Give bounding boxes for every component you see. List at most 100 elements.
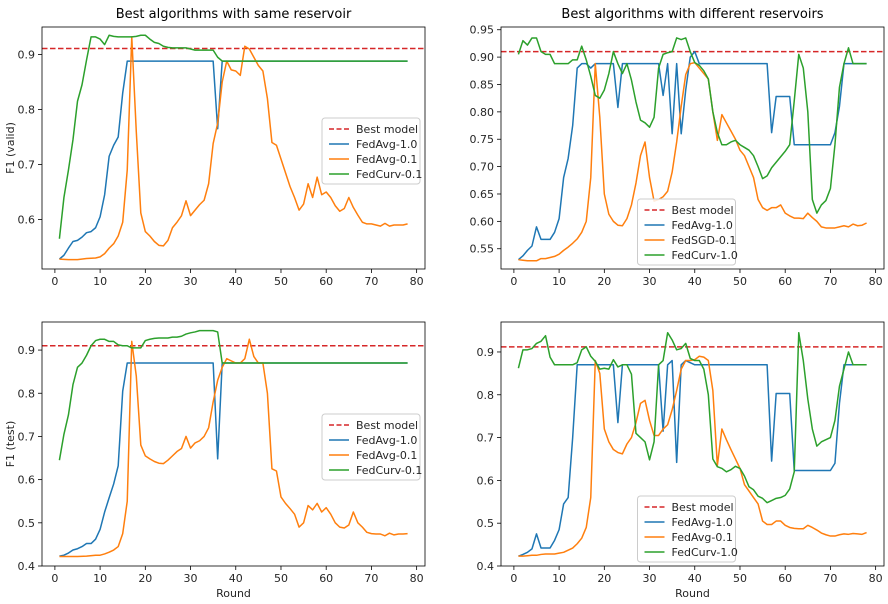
y-tick-label: 0.8 xyxy=(18,104,36,117)
x-tick-label: 20 xyxy=(597,275,611,288)
x-tick-label: 50 xyxy=(733,275,747,288)
y-axis-label: F1 (test) xyxy=(4,421,17,468)
subplot-title: Best algorithms with different reservoir… xyxy=(561,7,823,22)
series-line-fedavg-1-0 xyxy=(518,359,867,557)
x-tick-label: 60 xyxy=(319,572,333,585)
legend: Best model FedAvg-1.0 FedSGD-0.1 FedCurv-1.… xyxy=(637,198,738,266)
x-tick-label: 50 xyxy=(274,275,288,288)
y-tick-label: 0.95 xyxy=(470,24,495,37)
x-tick-label: 0 xyxy=(510,275,517,288)
x-tick-label: 70 xyxy=(364,275,378,288)
x-tick-label: 10 xyxy=(552,275,566,288)
y-tick-label: 0.7 xyxy=(18,430,36,443)
subplot-1: 0 10 20 30 40 50 60 70 80 0.6 0.7 0.8 0.9 Best algori… xyxy=(4,7,426,288)
legend: Best model FedAvg-1.0 FedAvg-0.1 FedCurv-0.… xyxy=(321,413,422,481)
legend-label: FedAvg-0.1 xyxy=(356,153,417,166)
legend-label: FedSGD-0.1 xyxy=(672,234,737,247)
x-tick-label: 0 xyxy=(510,572,517,585)
y-tick-label: 0.5 xyxy=(477,517,495,530)
x-tick-label: 70 xyxy=(823,275,837,288)
x-tick-label: 20 xyxy=(138,572,152,585)
y-axis-label: F1 (valid) xyxy=(4,122,17,174)
x-tick-label: 80 xyxy=(410,572,424,585)
series-line-fedcurv-0-1 xyxy=(58,329,408,461)
series-line-fedsgd-0-1 xyxy=(518,61,867,262)
y-tick-label: 0.70 xyxy=(470,161,495,174)
y-tick-label: 0.8 xyxy=(477,389,495,402)
series-line-fedcurv-1-0 xyxy=(517,37,867,214)
x-tick-label: 70 xyxy=(823,572,837,585)
legend-label: FedAvg-1.0 xyxy=(672,219,733,232)
x-tick-label: 40 xyxy=(688,572,702,585)
y-tick-label: 0.7 xyxy=(18,159,36,172)
legend: Best model FedAvg-1.0 FedAvg-0.1 FedCurv-1.… xyxy=(637,495,738,563)
y-tick-label: 0.5 xyxy=(18,517,36,530)
x-tick-label: 60 xyxy=(778,275,792,288)
legend-label: FedAvg-0.1 xyxy=(356,449,417,462)
y-tick-label: 0.8 xyxy=(18,387,36,400)
legend-label: FedAvg-1.0 xyxy=(356,434,417,447)
legend-label: FedCurv-1.0 xyxy=(672,546,738,559)
x-axis-label: Round xyxy=(675,587,710,600)
subplot-title: Best algorithms with same reservoir xyxy=(116,7,352,22)
y-tick-label: 0.4 xyxy=(477,560,495,573)
subplot-3: 0 10 20 30 40 50 60 70 80 0.4 0.5 0.6 0.7 0.8 0.9 Round… xyxy=(4,321,426,600)
legend-box xyxy=(637,495,736,563)
y-tick-label: 0.6 xyxy=(477,474,495,487)
legend-label: Best model xyxy=(672,204,734,217)
y-tick-label: 0.4 xyxy=(18,560,36,573)
legend-box xyxy=(321,413,421,481)
legend-label: FedCurv-0.1 xyxy=(356,464,422,477)
y-tick-label: 0.75 xyxy=(470,133,495,146)
x-tick-label: 30 xyxy=(184,275,198,288)
legend-label: FedCurv-0.1 xyxy=(356,168,422,181)
subplot-4: 0 10 20 30 40 50 60 70 80 0.4 0.5 0.6 0.7 0.8 0.9 Round… xyxy=(477,321,885,600)
y-tick-label: 0.9 xyxy=(18,344,36,357)
x-tick-label: 0 xyxy=(51,275,58,288)
legend-label: FedAvg-1.0 xyxy=(356,138,417,151)
legend-label: FedAvg-1.0 xyxy=(672,516,733,529)
x-tick-label: 80 xyxy=(410,275,424,288)
x-tick-label: 30 xyxy=(184,572,198,585)
legend: Best model FedAvg-1.0 FedAvg-0.1 FedCurv-0.… xyxy=(321,117,422,185)
x-axis-label: Round xyxy=(216,587,251,600)
x-tick-label: 60 xyxy=(778,572,792,585)
x-tick-label: 40 xyxy=(688,275,702,288)
x-tick-label: 50 xyxy=(733,572,747,585)
axes-frame xyxy=(41,26,426,270)
series-line-fedcurv-1-0 xyxy=(517,331,867,504)
x-tick-label: 80 xyxy=(869,275,883,288)
x-tick-label: 10 xyxy=(93,275,107,288)
x-tick-label: 10 xyxy=(552,572,566,585)
axes-frame xyxy=(500,26,885,270)
x-tick-label: 80 xyxy=(869,572,883,585)
y-tick-label: 0.90 xyxy=(470,51,495,64)
y-tick-label: 0.6 xyxy=(18,474,36,487)
y-tick-label: 0.9 xyxy=(477,346,495,359)
legend-box xyxy=(321,117,421,185)
legend-label: FedAvg-0.1 xyxy=(672,531,733,544)
x-tick-label: 20 xyxy=(138,275,152,288)
axes-frame xyxy=(41,321,426,567)
x-tick-label: 40 xyxy=(229,275,243,288)
x-tick-label: 50 xyxy=(274,572,288,585)
y-tick-label: 0.9 xyxy=(18,49,36,62)
legend-label: Best model xyxy=(672,501,734,514)
y-tick-label: 0.55 xyxy=(470,243,495,256)
x-tick-label: 20 xyxy=(597,572,611,585)
x-tick-label: 30 xyxy=(643,572,657,585)
x-tick-label: 40 xyxy=(229,572,243,585)
axes-frame xyxy=(500,321,885,567)
x-tick-label: 30 xyxy=(643,275,657,288)
series-line-fedcurv-0-1 xyxy=(58,34,408,239)
legend-box xyxy=(637,198,736,266)
legend-label: Best model xyxy=(356,419,418,432)
x-tick-label: 60 xyxy=(319,275,333,288)
series-line-fedavg-1-0 xyxy=(517,50,867,261)
legend-label: Best model xyxy=(356,123,418,136)
y-tick-label: 0.6 xyxy=(18,214,36,227)
y-tick-label: 0.65 xyxy=(470,188,495,201)
y-tick-label: 0.85 xyxy=(470,78,495,91)
y-tick-label: 0.80 xyxy=(470,106,495,119)
